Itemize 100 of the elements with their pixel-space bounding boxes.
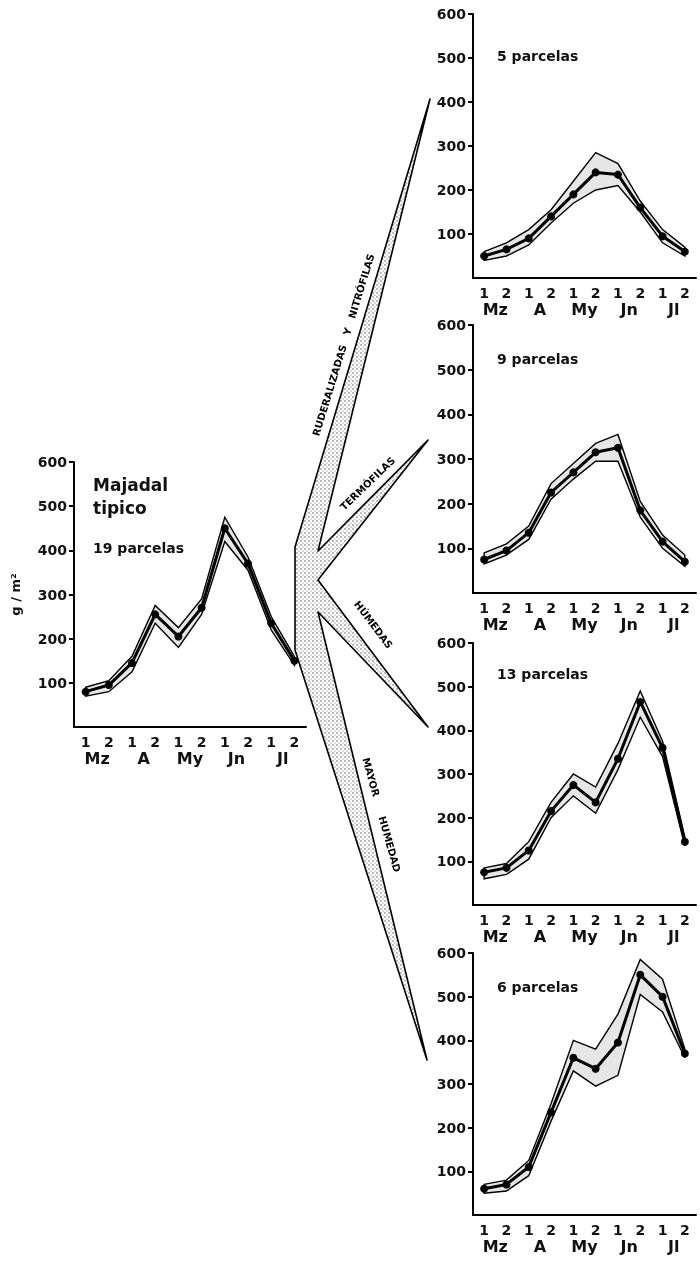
- x-tick-label: 2: [243, 734, 253, 750]
- text: A: [533, 614, 547, 634]
- point: [524, 846, 533, 855]
- text: A: [533, 926, 547, 946]
- y-tick-label: 200: [436, 495, 467, 512]
- point: [524, 1162, 533, 1171]
- point: [480, 1184, 489, 1193]
- point: [197, 603, 206, 612]
- point: [174, 632, 183, 641]
- text: Jl: [666, 1236, 680, 1256]
- text: 19 parcelas: [93, 540, 185, 556]
- y-tick-label: 500: [436, 678, 467, 695]
- x-tick-label: 1: [479, 600, 490, 616]
- point: [591, 448, 600, 457]
- x-tick-label: 2: [546, 1222, 556, 1238]
- x-tick-label: 2: [679, 600, 690, 616]
- point: [290, 656, 299, 665]
- x-tick-label: 1: [657, 600, 668, 616]
- text: Jl: [666, 614, 680, 634]
- x-tick-label: 2: [546, 600, 556, 616]
- text: My: [571, 1236, 599, 1256]
- point: [636, 203, 645, 212]
- y-tick-label: 100: [436, 853, 467, 870]
- y-tick-label: 500: [436, 361, 467, 378]
- x-tick-label: 2: [635, 1222, 646, 1238]
- y-tick-label: 400: [436, 1032, 467, 1049]
- point: [613, 443, 622, 452]
- point: [524, 528, 533, 537]
- point: [502, 546, 511, 555]
- point: [591, 168, 600, 177]
- point: [636, 506, 645, 515]
- y-tick-label: 100: [436, 540, 467, 557]
- y-tick-label: 600: [436, 945, 467, 961]
- x-tick-label: 2: [679, 1222, 690, 1238]
- x-tick-label: 1: [219, 734, 230, 750]
- x-tick-label: 2: [501, 600, 512, 616]
- point: [569, 780, 578, 789]
- point: [613, 170, 622, 179]
- point: [613, 1038, 622, 1047]
- point: [128, 658, 136, 667]
- point: [658, 232, 667, 241]
- y-tick-label: 400: [37, 542, 68, 559]
- y-tick-label: 200: [436, 809, 467, 826]
- x-tick-label: 1: [523, 285, 534, 301]
- point: [613, 754, 622, 763]
- x-tick-label: 1: [479, 912, 490, 928]
- point: [680, 837, 689, 846]
- y-tick-label: 200: [37, 630, 68, 647]
- x-tick-label: 1: [479, 285, 490, 301]
- point: [220, 524, 229, 533]
- y-tick-label: 500: [37, 498, 68, 515]
- x-tick-label: 2: [635, 912, 646, 928]
- text: Jn: [226, 748, 246, 768]
- text: Majadal tipico: [93, 474, 175, 518]
- point: [636, 697, 645, 706]
- x-tick-label: 1: [127, 734, 137, 750]
- x-tick-label: 2: [501, 912, 512, 928]
- x-tick-label: 1: [266, 734, 277, 750]
- point: [680, 557, 689, 566]
- y-tick-label: 600: [37, 454, 68, 470]
- point: [502, 245, 511, 254]
- text: 13 parcelas: [497, 666, 589, 682]
- x-tick-label: 2: [546, 912, 556, 928]
- y-tick-label: 100: [37, 674, 68, 691]
- y-tick-label: 600: [436, 317, 467, 333]
- y-tick-label: 500: [436, 988, 467, 1005]
- x-tick-label: 2: [150, 734, 161, 750]
- y-tick-label: 600: [436, 635, 467, 651]
- x-tick-label: 1: [523, 600, 534, 616]
- x-tick-label: 2: [501, 1222, 512, 1238]
- y-tick-label: 300: [37, 586, 68, 603]
- y-tick-label: 500: [436, 50, 467, 66]
- point: [480, 252, 489, 260]
- point: [524, 234, 533, 243]
- point: [680, 1049, 689, 1058]
- x-tick-label: 1: [80, 734, 91, 750]
- y-tick-label: 300: [436, 138, 467, 154]
- x-tick-label: 1: [568, 285, 579, 301]
- point: [502, 863, 511, 872]
- point: [547, 1108, 556, 1117]
- point: [267, 619, 276, 628]
- x-tick-label: 2: [590, 912, 601, 928]
- x-tick-label: 1: [523, 912, 534, 928]
- text: Jl: [666, 926, 680, 946]
- x-tick-label: 2: [289, 734, 300, 750]
- x-tick-label: 2: [635, 285, 646, 301]
- x-tick-label: 1: [479, 1222, 490, 1238]
- point: [658, 743, 667, 752]
- text: Jn: [619, 614, 638, 634]
- y-axis-title: g / m²: [8, 573, 23, 616]
- y-tick-label: 200: [436, 182, 467, 198]
- x-tick-label: 2: [103, 734, 114, 750]
- x-tick-label: 2: [590, 600, 601, 616]
- x-tick-label: 1: [568, 912, 579, 928]
- y-tick-label: 100: [436, 1163, 467, 1180]
- text: My: [571, 299, 599, 319]
- x-tick-label: 2: [635, 600, 646, 616]
- text: Jn: [619, 926, 638, 946]
- text: 5 parcelas: [497, 48, 579, 64]
- point: [547, 212, 556, 221]
